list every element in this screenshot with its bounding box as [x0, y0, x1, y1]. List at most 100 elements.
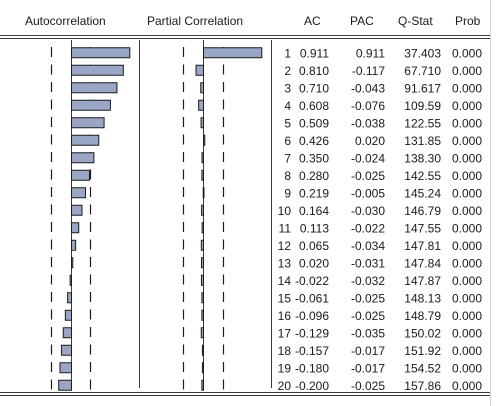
- pac-bar: [201, 344, 205, 356]
- qstat-cell: 147.81: [404, 239, 441, 253]
- prob-cell: 0.000: [452, 291, 482, 305]
- prob-cell: 0.000: [452, 81, 482, 95]
- ac-value-cell: 0.608: [299, 99, 329, 113]
- ac-bar: [71, 152, 95, 164]
- pac-value-cell: -0.031: [351, 256, 385, 270]
- prob-cell: 0.000: [452, 344, 482, 358]
- pac-value-cell: -0.025: [351, 169, 385, 183]
- ac-value-cell: -0.129: [295, 326, 329, 340]
- qstat-cell: 147.84: [404, 256, 441, 270]
- lag-cell: 15: [278, 291, 292, 305]
- lag-cell: 18: [278, 344, 292, 358]
- pac-bar: [201, 222, 204, 234]
- pac-value-cell: -0.035: [351, 326, 385, 340]
- pac-bar: [201, 362, 205, 374]
- qstat-cell: 148.79: [404, 309, 441, 323]
- qstat-cell: 138.30: [404, 151, 441, 165]
- header-autocorrelation: Autocorrelation: [25, 14, 106, 28]
- ac-value-cell: 0.810: [299, 64, 329, 78]
- prob-cell: 0.000: [452, 151, 482, 165]
- ac-bar: [71, 169, 90, 181]
- ac-value-cell: -0.200: [295, 379, 329, 393]
- ac-value-cell: 0.426: [299, 134, 329, 148]
- ac-value-cell: 0.280: [299, 169, 329, 183]
- pac-value-cell: 0.020: [355, 134, 385, 148]
- pac-value-cell: -0.043: [351, 81, 385, 95]
- qstat-cell: 146.79: [404, 204, 441, 218]
- ac-bar: [59, 362, 72, 374]
- pac-value-cell: -0.025: [351, 291, 385, 305]
- pac-value-cell: -0.017: [351, 344, 385, 358]
- ac-bar: [60, 344, 72, 356]
- prob-cell: 0.000: [452, 239, 482, 253]
- prob-cell: 0.000: [452, 134, 482, 148]
- ac-value-cell: -0.096: [295, 309, 329, 323]
- qstat-cell: 109.59: [404, 99, 441, 113]
- ac-bar: [64, 309, 73, 321]
- header-qstat: Q-Stat: [398, 14, 433, 28]
- pac-value-cell: -0.025: [351, 379, 385, 393]
- window-frame-edge: [490, 0, 500, 406]
- qstat-cell: 157.86: [404, 379, 441, 393]
- ac-bar: [71, 257, 74, 269]
- ac-bar: [71, 204, 83, 216]
- ac-bar: [71, 64, 124, 76]
- pac-bar: [202, 187, 205, 199]
- qstat-cell: 67.710: [404, 64, 441, 78]
- pac-value-cell: -0.030: [351, 204, 385, 218]
- qstat-cell: 147.55: [404, 221, 441, 235]
- qstat-cell: 145.24: [404, 186, 441, 200]
- prob-cell: 0.000: [452, 274, 482, 288]
- lag-cell: 13: [278, 256, 292, 270]
- footer-rule: [0, 392, 490, 396]
- pac-bar: [201, 204, 205, 216]
- prob-cell: 0.000: [452, 64, 482, 78]
- pac-bar: [201, 309, 204, 321]
- ac-bar: [71, 82, 118, 94]
- ac-value-cell: 0.350: [299, 151, 329, 165]
- qstat-cell: 151.92: [404, 344, 441, 358]
- ac-value-cell: 0.710: [299, 81, 329, 95]
- qstat-cell: 148.13: [404, 291, 441, 305]
- pac-bar: [201, 169, 204, 181]
- prob-cell: 0.000: [452, 379, 482, 393]
- pac-bar: [200, 327, 204, 339]
- qstat-cell: 154.52: [404, 361, 441, 375]
- header-ac: AC: [304, 14, 321, 28]
- ac-value-cell: 0.164: [299, 204, 329, 218]
- lag-cell: 8: [284, 169, 291, 183]
- ac-value-cell: -0.022: [295, 274, 329, 288]
- pac-bar: [201, 257, 205, 269]
- prob-cell: 0.000: [452, 99, 482, 113]
- pac-bar: [201, 152, 205, 164]
- lag-cell: 5: [284, 116, 291, 130]
- prob-cell: 0.000: [452, 309, 482, 323]
- lag-cell: 10: [278, 204, 292, 218]
- pac-bar: [195, 64, 204, 76]
- qstat-cell: 122.55: [404, 116, 441, 130]
- qstat-cell: 37.403: [404, 46, 441, 60]
- pac-bar: [203, 134, 206, 146]
- ac-bar: [71, 222, 80, 234]
- ac-bar: [67, 292, 73, 304]
- pac-value-cell: -0.038: [351, 116, 385, 130]
- prob-cell: 0.000: [452, 169, 482, 183]
- prob-cell: 0.000: [452, 326, 482, 340]
- pac-value-cell: -0.032: [351, 274, 385, 288]
- prob-cell: 0.000: [452, 361, 482, 375]
- pac-value-cell: -0.024: [351, 151, 385, 165]
- ac-value-cell: -0.180: [295, 361, 329, 375]
- header-rule: [0, 35, 490, 39]
- ac-value-cell: 0.911: [300, 46, 329, 60]
- pac-value-cell: -0.022: [351, 221, 385, 235]
- ac-value-cell: 0.219: [299, 186, 329, 200]
- lag-cell: 11: [279, 221, 292, 235]
- pac-value-cell: -0.025: [351, 309, 385, 323]
- ac-value-cell: -0.061: [295, 291, 329, 305]
- prob-cell: 0.000: [452, 221, 482, 235]
- pac-bar: [201, 379, 204, 391]
- qstat-cell: 91.617: [404, 81, 441, 95]
- header-pac: PAC: [350, 14, 374, 28]
- ac-bar: [71, 134, 100, 146]
